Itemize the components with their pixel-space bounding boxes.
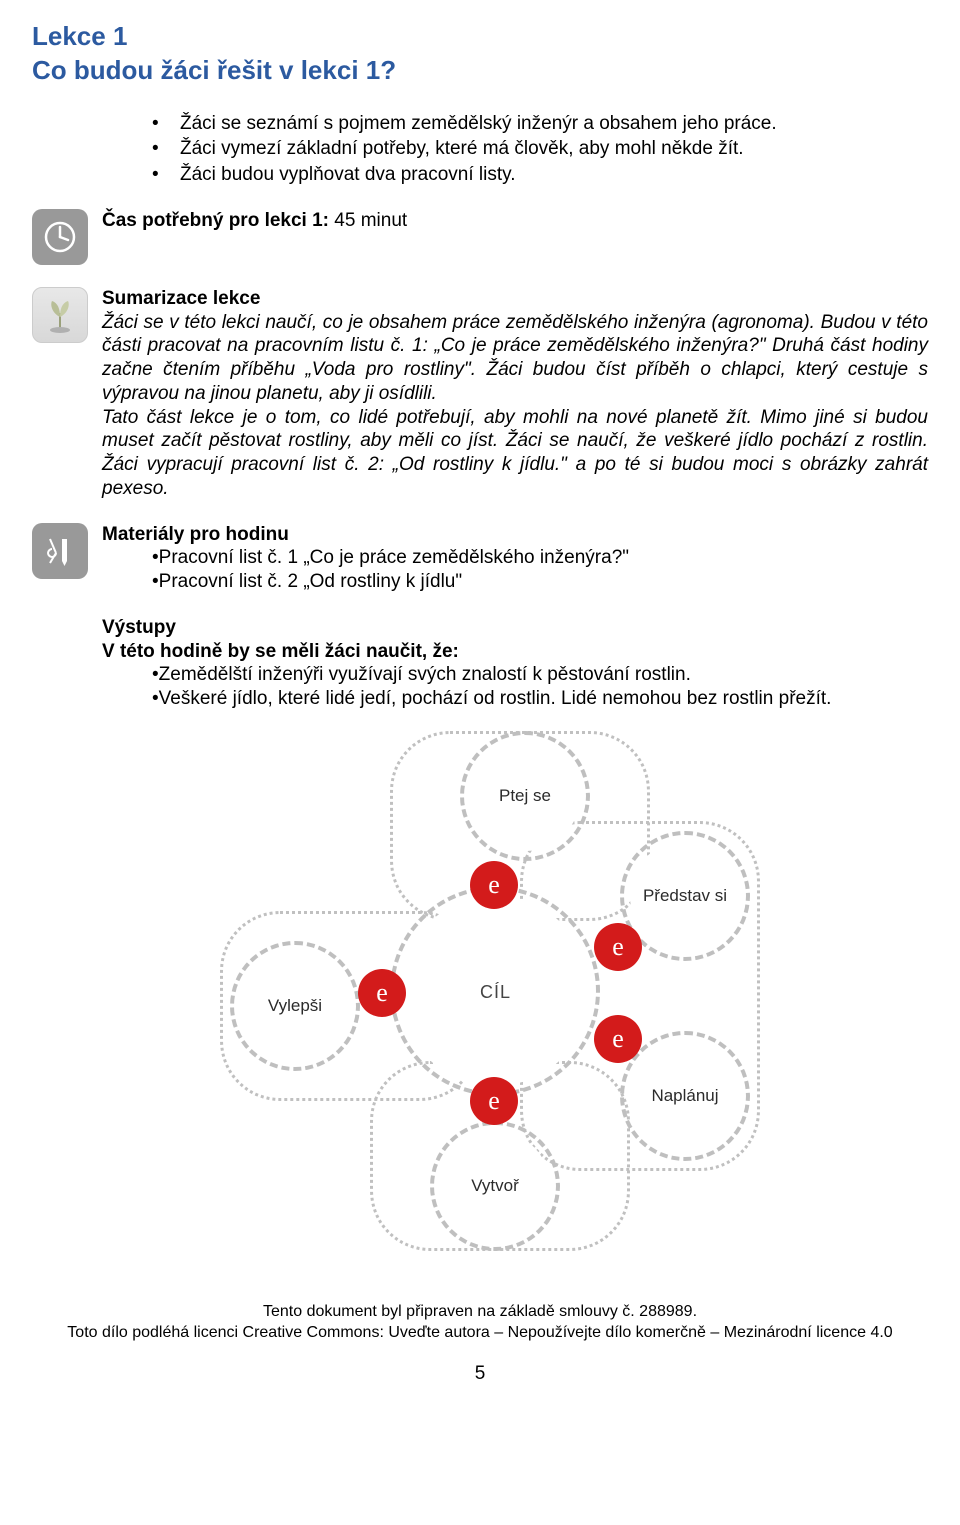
outcomes-subtitle: V této hodině by se měli žáci naučit, že…: [102, 640, 928, 664]
e-badge-icon: e: [358, 969, 406, 1017]
footer: Tento dokument byl připraven na základě …: [32, 1301, 928, 1344]
e-glyph: e: [612, 931, 624, 964]
time-value: 45 minut: [329, 210, 407, 231]
materials-title: Materiály pro hodinu: [102, 523, 928, 547]
gear-label: Představ si: [643, 885, 727, 906]
list-item: •Žáci vymezí základní potřeby, které má …: [152, 137, 928, 161]
bullet-text: Žáci se seznámí s pojmem zemědělský inže…: [180, 112, 928, 136]
footer-line-2: Toto dílo podléhá licenci Creative Commo…: [32, 1322, 928, 1344]
bullet-dot: •: [152, 571, 159, 592]
bullet-dot: •: [152, 112, 180, 136]
e-glyph: e: [612, 1023, 624, 1056]
summary-paragraph-2: Tato část lekce je o tom, co lidé potřeb…: [102, 406, 928, 501]
list-item: •Pracovní list č. 1 „Co je práce zeměděl…: [152, 546, 928, 570]
bullet-text: Žáci vymezí základní potřeby, které má č…: [180, 137, 928, 161]
bullet-text: Žáci budou vyplňovat dva pracovní listy.: [180, 163, 928, 187]
intro-bullet-list: •Žáci se seznámí s pojmem zemědělský inž…: [152, 112, 928, 187]
list-item: •Zemědělští inženýři využívají svých zna…: [152, 663, 928, 687]
outcomes-block: Výstupy V této hodině by se měli žáci na…: [102, 616, 928, 711]
e-badge-icon: e: [594, 923, 642, 971]
bullet-dot: •: [152, 163, 180, 187]
gear-label: Vylepši: [268, 995, 322, 1016]
gear-label: Naplánuj: [651, 1085, 718, 1106]
e-glyph: e: [488, 869, 500, 902]
bullet-dot: •: [152, 547, 159, 568]
gear-vylepsi: Vylepši: [240, 951, 350, 1061]
list-item: •Žáci budou vyplňovat dva pracovní listy…: [152, 163, 928, 187]
page-number: 5: [32, 1362, 928, 1386]
bullet-text: Zemědělští inženýři využívají svých znal…: [159, 664, 691, 685]
list-item: •Pracovní list č. 2 „Od rostliny k jídlu…: [152, 570, 928, 594]
time-label: Čas potřebný pro lekci 1: 45 minut: [102, 210, 407, 231]
summary-title: Sumarizace lekce: [102, 287, 928, 311]
time-prefix: Čas potřebný pro lekci 1:: [102, 210, 329, 231]
gear-label: Vytvoř: [471, 1175, 519, 1196]
bullet-text: Pracovní list č. 2 „Od rostliny k jídlu": [159, 571, 462, 592]
gear-naplanuj: Naplánuj: [630, 1041, 740, 1151]
e-glyph: e: [488, 1085, 500, 1118]
heading-line-1: Lekce 1: [32, 20, 928, 54]
e-badge-icon: e: [594, 1015, 642, 1063]
gear-predstav: Představ si: [630, 841, 740, 951]
footer-line-1: Tento dokument byl připraven na základě …: [32, 1301, 928, 1323]
bullet-dot: •: [152, 137, 180, 161]
heading-line-2: Co budou žáci řešit v lekci 1?: [32, 54, 928, 88]
center-label: CÍL: [480, 981, 511, 1004]
clock-icon: [32, 209, 88, 265]
bullet-dot: •: [152, 664, 159, 685]
gear-vytvor: Vytvoř: [440, 1131, 550, 1241]
gear-ptej-se: Ptej se: [470, 741, 580, 851]
outcomes-title: Výstupy: [102, 616, 928, 640]
process-diagram: CÍL Ptej se Představ si Naplánuj Vytvoř …: [32, 741, 928, 1241]
bullet-dot: •: [152, 688, 159, 709]
bullet-text: Veškeré jídlo, které lidé jedí, pochází …: [159, 688, 832, 709]
bullet-text: Pracovní list č. 1 „Co je práce zeměděls…: [159, 547, 629, 568]
list-item: •Veškeré jídlo, které lidé jedí, pochází…: [152, 687, 928, 711]
materials-row: Materiály pro hodinu •Pracovní list č. 1…: [32, 523, 928, 594]
e-glyph: e: [376, 977, 388, 1010]
e-badge-icon: e: [470, 861, 518, 909]
page-heading: Lekce 1 Co budou žáci řešit v lekci 1?: [32, 20, 928, 88]
summary-row: Sumarizace lekce Žáci se v této lekci na…: [32, 287, 928, 501]
e-badge-icon: e: [470, 1077, 518, 1125]
plant-icon: [32, 287, 88, 343]
summary-paragraph-1: Žáci se v této lekci naučí, co je obsahe…: [102, 311, 928, 406]
list-item: •Žáci se seznámí s pojmem zemědělský inž…: [152, 112, 928, 136]
gear-label: Ptej se: [499, 785, 551, 806]
time-row: Čas potřebný pro lekci 1: 45 minut: [32, 209, 928, 265]
scissors-pencil-icon: [32, 523, 88, 579]
